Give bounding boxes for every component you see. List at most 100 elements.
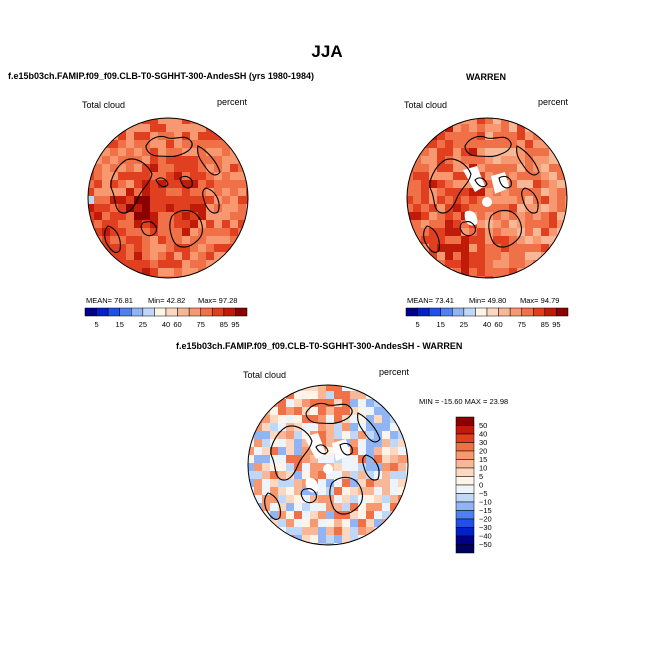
map2-cell	[477, 228, 486, 237]
map2-cell	[461, 188, 470, 197]
map3-cell	[374, 503, 383, 512]
map3-cell	[326, 407, 335, 416]
map1-cell	[110, 212, 119, 221]
panel2-variable-label: Total cloud	[404, 100, 448, 110]
map1-cell	[158, 188, 167, 197]
map2-cell	[517, 156, 526, 165]
map2-cell	[421, 236, 430, 245]
map2-cell	[453, 236, 462, 245]
map2-cell	[533, 172, 542, 181]
map1-cell	[94, 164, 103, 173]
map2-coastline-7	[498, 175, 512, 189]
map3-cell	[310, 385, 319, 392]
panel1-min: Min= 42.82	[148, 296, 185, 305]
map3-cell	[286, 455, 295, 464]
map3-cell	[248, 495, 255, 504]
map3-cell	[350, 535, 359, 544]
map2-cell	[407, 196, 414, 205]
map3-cell	[398, 471, 407, 480]
map1-cell	[198, 148, 207, 157]
map2-cell	[533, 180, 542, 189]
map1-cell	[102, 212, 111, 221]
map2-cell	[469, 196, 478, 205]
map3-cell	[286, 431, 295, 440]
map1-cell	[222, 228, 231, 237]
map2-cell	[525, 268, 534, 277]
map3-cell	[270, 447, 279, 456]
map1-cell	[158, 140, 167, 149]
map3-cell	[390, 471, 399, 480]
cb3-box-7	[455, 476, 475, 486]
map1-cell	[126, 132, 135, 141]
map2-cell	[565, 196, 567, 205]
map1-cell	[206, 172, 215, 181]
map3-cell	[382, 503, 391, 512]
map2-cell	[437, 140, 446, 149]
cb1-label-0: 5	[94, 320, 98, 329]
map1-cell	[166, 196, 175, 205]
map3-cell	[270, 455, 279, 464]
map2-cell	[445, 148, 454, 157]
cb3-box-10	[455, 501, 475, 511]
map1-cell	[198, 140, 207, 149]
map3-cell	[342, 463, 351, 472]
map1-cell	[158, 260, 167, 269]
map1-cell	[206, 244, 215, 253]
map3-cell	[382, 463, 391, 472]
map3-cell	[286, 487, 295, 496]
map2-map-border	[406, 117, 568, 279]
map3-cell	[326, 439, 335, 448]
map3-cell	[398, 479, 407, 488]
map1-cell	[118, 172, 127, 181]
map3-cell	[248, 479, 255, 488]
map3-cell	[248, 447, 255, 456]
cb2-label-6: 85	[541, 320, 549, 329]
panel1-max: Max= 97.28	[198, 296, 237, 305]
map2-cell	[509, 204, 518, 213]
map2-coastline-2	[429, 158, 472, 214]
cb1-label-4: 60	[173, 320, 181, 329]
map3-cell	[248, 471, 255, 480]
map3-cell	[302, 399, 311, 408]
map1-cell	[214, 180, 223, 189]
map2-cell	[549, 180, 558, 189]
map1-cell	[182, 164, 191, 173]
map2-cell	[461, 140, 470, 149]
map2-cell	[437, 124, 446, 133]
map1-cell	[110, 180, 119, 189]
cb1-label-2: 25	[139, 320, 147, 329]
colorbar-panel2: 5 15 25 40 60 75 85 95	[405, 307, 569, 329]
map1-cell	[166, 212, 175, 221]
map3-cell	[294, 431, 303, 440]
map2-cell	[509, 188, 518, 197]
map3-cell	[310, 519, 319, 528]
map2-cell	[437, 164, 446, 173]
map3-cell	[334, 495, 343, 504]
map2-cell	[549, 204, 558, 213]
map1-cell	[142, 228, 151, 237]
map2-cell	[493, 268, 502, 277]
map3-cell	[286, 519, 295, 528]
map1-coastline-8	[202, 187, 220, 214]
map2-cell	[541, 132, 550, 141]
map2-cell	[485, 236, 494, 245]
map2-cell	[477, 196, 486, 205]
map3-cell	[366, 447, 375, 456]
cb3-label-1: 40	[479, 430, 487, 439]
map2-cell	[485, 252, 494, 261]
map3-cell	[262, 463, 271, 472]
map1-cell	[102, 172, 111, 181]
map2-cell	[453, 204, 462, 213]
map3-cell	[286, 503, 295, 512]
map2-cell	[477, 252, 486, 261]
map1-cell	[206, 164, 215, 173]
map2-cell	[525, 196, 534, 205]
map1-cell	[150, 236, 159, 245]
map2-cell	[461, 156, 470, 165]
map1-cell	[174, 148, 183, 157]
map2-cell	[477, 260, 486, 269]
panel2-title: WARREN	[466, 72, 506, 82]
map1-cell	[142, 172, 151, 181]
map3-cell	[350, 423, 359, 432]
map1-cell	[246, 188, 248, 197]
